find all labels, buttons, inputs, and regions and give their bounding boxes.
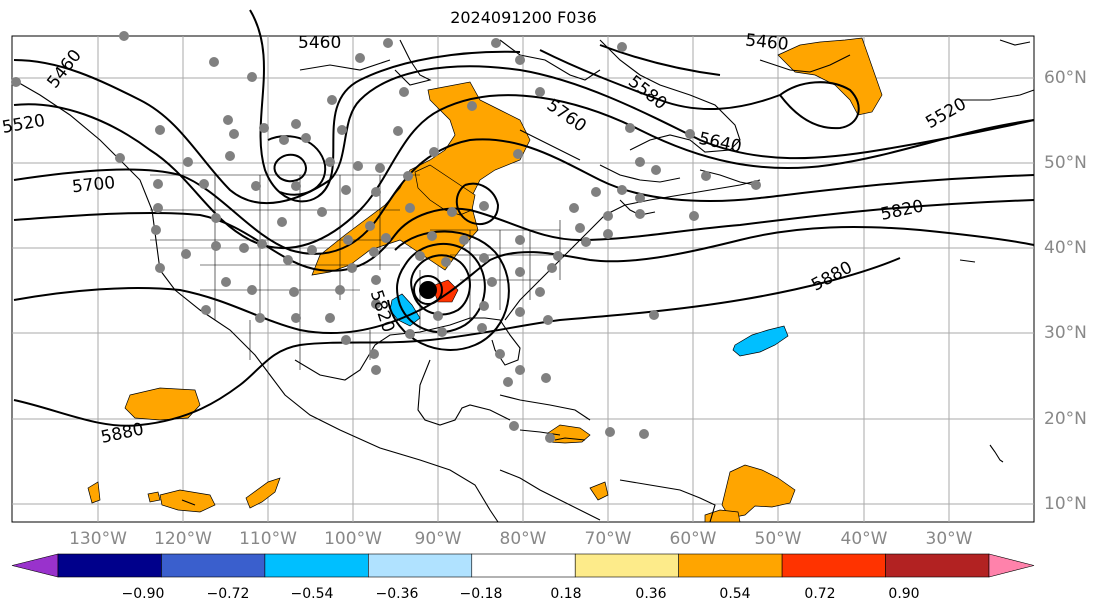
map-title: 2024091200 F036: [450, 8, 597, 27]
colorbar-tick-label: 0.72: [804, 586, 836, 602]
colorbar-tick-label: −0.72: [206, 586, 250, 602]
lon-tick-label: 90°W: [414, 529, 462, 549]
colorbar-tick-label: 0.36: [635, 586, 667, 602]
colorbar-segment: [885, 553, 990, 578]
colorbar-extend-low: [11, 553, 59, 578]
lon-tick-label: 30°W: [925, 529, 973, 549]
height-contours: [13, 9, 1035, 427]
lon-tick-label: 110°W: [239, 529, 297, 549]
colorbar-tick-label: −0.36: [375, 586, 419, 602]
lon-tick-label: 80°W: [499, 529, 547, 549]
lat-tick-label: 20°N: [1044, 409, 1087, 429]
lon-tick-label: 70°W: [584, 529, 632, 549]
colorbar: [11, 553, 1035, 578]
colorbar-segment: [574, 553, 679, 578]
lat-tick-label: 50°N: [1044, 153, 1087, 173]
lat-tick-label: 40°N: [1044, 238, 1087, 258]
contour-label: 5460: [298, 33, 341, 53]
colorbar-segment: [471, 553, 576, 578]
lon-tick-label: 40°W: [840, 529, 888, 549]
colorbar-tick-label: 0.54: [719, 586, 751, 602]
station-dots: [11, 31, 761, 443]
colorbar-tick-label: −0.54: [290, 586, 334, 602]
contour-label: 5460: [744, 30, 789, 54]
lon-tick-label: 50°W: [754, 529, 802, 549]
colorbar-segment: [678, 553, 783, 578]
lon-tick-label: 60°W: [669, 529, 717, 549]
colorbar-tick-label: −0.18: [459, 586, 503, 602]
contour-label: 5700: [71, 173, 116, 197]
colorbar-tick-label: −0.90: [121, 586, 165, 602]
lon-tick-label: 100°W: [324, 529, 382, 549]
colorbar-segment: [781, 553, 886, 578]
colorbar-segment: [161, 553, 266, 578]
lon-tick-label: 120°W: [154, 529, 212, 549]
colorbar-extend-high: [988, 553, 1035, 578]
lon-tick-label: 130°W: [69, 529, 127, 549]
colorbar-tick-label: 0.18: [550, 586, 582, 602]
lat-tick-label: 10°N: [1044, 494, 1087, 514]
colorbar-segment: [368, 553, 473, 578]
colorbar-segment: [264, 553, 369, 578]
lat-tick-label: 60°N: [1044, 68, 1087, 88]
colorbar-tick-label: 0.90: [888, 586, 920, 602]
lat-tick-label: 30°N: [1044, 323, 1087, 343]
colorbar-segment: [57, 553, 162, 578]
storm-center-icon: [413, 275, 443, 305]
